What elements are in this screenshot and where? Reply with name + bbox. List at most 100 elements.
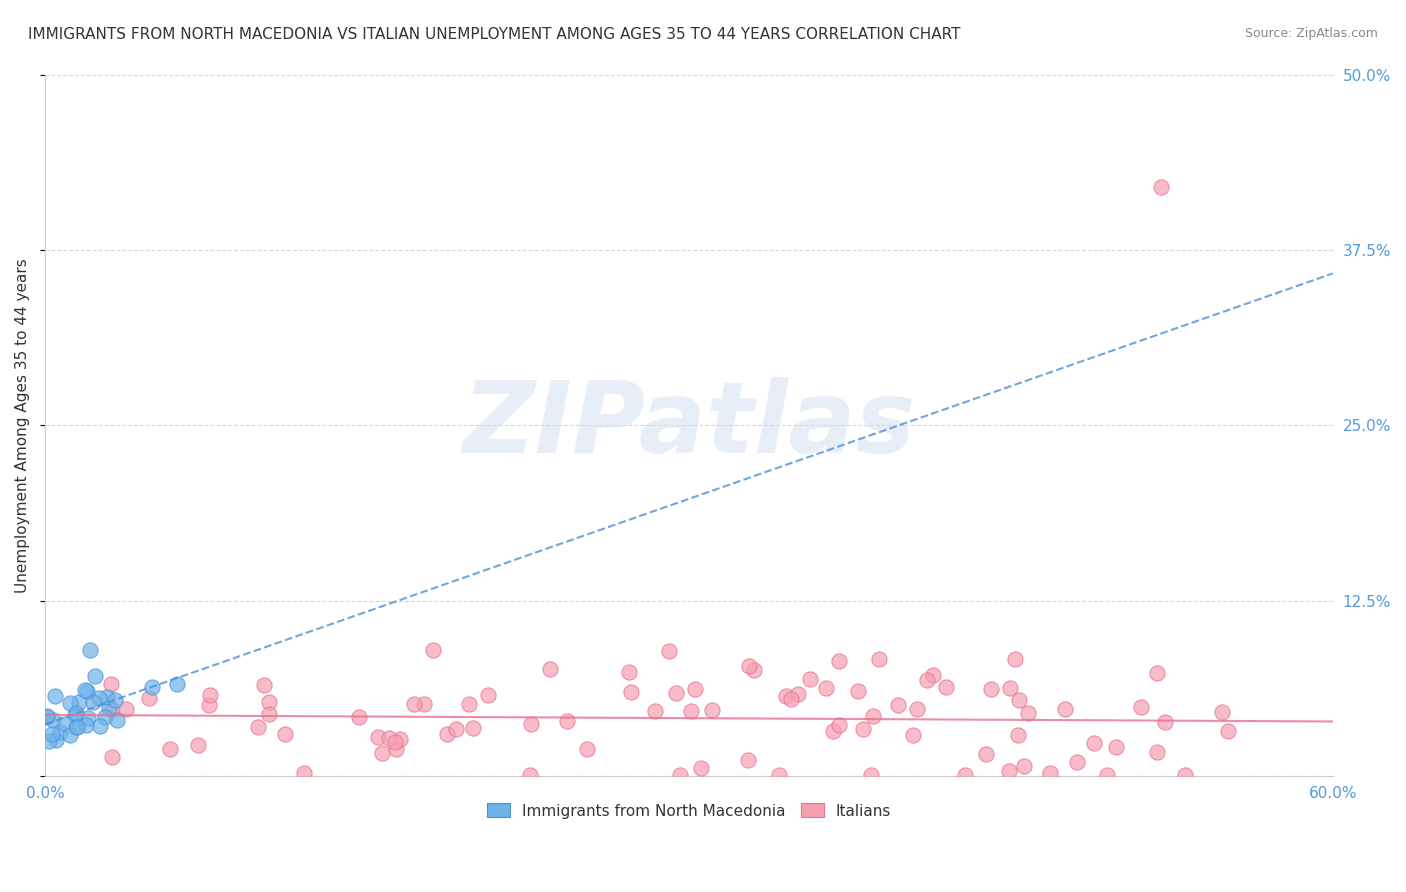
Point (412, 697, 434, 711)
Point (446, 722, 468, 736)
Point (388, 732, 411, 747)
Point (799, 672, 821, 686)
Point (37, 710, 59, 724)
Point (49, 724, 72, 739)
Point (76, 684, 98, 698)
Point (1218, 724, 1240, 739)
Point (65, 720, 87, 734)
Point (59, 728, 82, 742)
Point (259, 695, 281, 709)
Point (63, 708, 86, 723)
Point (620, 685, 643, 699)
Point (1095, 768, 1118, 782)
Point (42, 713, 65, 727)
Point (67, 695, 90, 709)
Point (901, 727, 924, 741)
Point (681, 704, 703, 718)
Point (458, 697, 481, 711)
Point (45, 733, 67, 747)
Point (576, 742, 599, 756)
Point (700, 703, 723, 717)
Point (77, 711, 100, 725)
Point (690, 761, 713, 775)
Point (1083, 736, 1105, 750)
Point (1174, 768, 1197, 782)
Point (768, 768, 790, 782)
Point (1053, 702, 1076, 716)
Point (669, 768, 692, 782)
Point (463, 722, 485, 736)
Point (1014, 758, 1036, 772)
Point (166, 677, 188, 691)
Point (38, 733, 60, 747)
Point (41, 727, 63, 741)
Point (404, 697, 426, 711)
Point (683, 681, 706, 696)
Point (104, 693, 127, 707)
Point (87, 691, 110, 706)
Point (1153, 715, 1175, 730)
Legend: Immigrants from North Macedonia, Italians: Immigrants from North Macedonia, Italian… (481, 797, 897, 825)
Point (83, 669, 105, 683)
Point (887, 698, 910, 712)
Point (371, 746, 394, 760)
Point (519, 768, 541, 782)
Point (915, 673, 938, 688)
Point (823, 723, 845, 738)
Point (1146, 665, 1168, 680)
Point (89, 719, 111, 733)
Point (775, 690, 797, 704)
Point (1146, 745, 1168, 759)
Point (198, 689, 221, 703)
Point (1150, 179, 1173, 194)
Point (828, 718, 851, 732)
Point (187, 738, 209, 752)
Point (114, 702, 136, 716)
Point (520, 717, 543, 731)
Point (422, 642, 444, 657)
Point (141, 680, 163, 694)
Point (53, 717, 76, 731)
Point (921, 668, 943, 682)
Point (292, 765, 315, 780)
Point (980, 681, 1002, 696)
Point (538, 662, 561, 676)
Point (1039, 766, 1062, 780)
Point (384, 742, 406, 756)
Point (1130, 699, 1153, 714)
Point (852, 723, 875, 737)
Point (93, 710, 115, 724)
Point (862, 708, 884, 723)
Y-axis label: Unemployment Among Ages 35 to 44 years: Unemployment Among Ages 35 to 44 years (15, 258, 30, 592)
Point (658, 644, 681, 658)
Point (869, 652, 891, 666)
Point (96, 690, 118, 704)
Point (37, 709, 59, 723)
Point (436, 727, 458, 741)
Point (1008, 693, 1031, 707)
Point (665, 686, 688, 700)
Point (100, 676, 122, 690)
Point (65, 706, 87, 720)
Point (349, 709, 371, 723)
Point (101, 701, 124, 715)
Point (1017, 706, 1039, 720)
Point (935, 681, 957, 695)
Point (477, 688, 499, 702)
Point (73, 683, 96, 698)
Point (1066, 755, 1088, 769)
Point (617, 665, 640, 679)
Point (907, 702, 929, 716)
Point (828, 654, 851, 668)
Text: IMMIGRANTS FROM NORTH MACEDONIA VS ITALIAN UNEMPLOYMENT AMONG AGES 35 TO 44 YEAR: IMMIGRANTS FROM NORTH MACEDONIA VS ITALI… (28, 27, 960, 42)
Point (159, 742, 181, 756)
Point (82, 695, 104, 709)
Point (644, 704, 666, 718)
Point (59, 697, 82, 711)
Point (44, 689, 66, 703)
Point (1211, 705, 1233, 719)
Point (846, 684, 869, 698)
Point (97, 700, 120, 714)
Point (274, 727, 297, 741)
Point (737, 658, 759, 673)
